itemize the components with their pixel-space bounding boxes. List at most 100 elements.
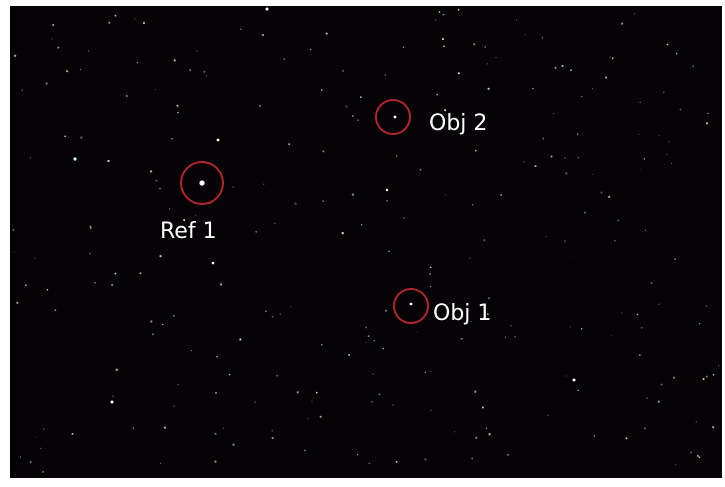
star [705,375,708,378]
star [692,65,695,68]
star [392,404,394,406]
star [365,326,368,329]
star [672,376,676,379]
star [80,68,82,70]
annotation-circle [375,99,411,135]
star [94,281,96,284]
star [142,21,146,25]
star [481,406,484,409]
star [255,231,257,233]
star [424,371,426,373]
star [473,43,476,46]
star [307,417,309,419]
star [258,104,262,108]
star [514,336,516,338]
star [385,309,388,312]
star [46,288,49,291]
star [195,214,197,216]
star [29,157,32,159]
star [183,219,186,222]
star [20,456,21,458]
star [570,257,572,259]
star [483,238,486,242]
star [485,427,487,429]
star [368,462,370,465]
star [657,400,660,403]
star [429,273,432,276]
star [57,46,60,49]
star [565,375,567,377]
star [620,22,624,25]
star [486,63,488,65]
star [196,50,198,52]
star [320,89,323,91]
star [45,82,48,85]
star [365,341,367,343]
annotation-circle [393,288,429,324]
star [460,337,463,340]
star [176,104,179,107]
star [429,266,432,269]
star [114,14,117,17]
star [395,460,398,463]
star [633,13,636,15]
star [581,328,583,330]
star [41,470,44,473]
star [89,227,92,230]
star [470,320,472,322]
star [162,323,164,326]
star [345,105,348,108]
star [136,61,139,64]
star [650,281,653,284]
star [321,344,323,346]
star [393,115,397,119]
star [159,462,161,464]
star [696,455,699,457]
star [505,336,507,338]
star [611,57,614,60]
star [12,229,15,231]
star [159,254,162,258]
star [695,421,697,423]
star [705,305,708,307]
star [205,75,208,77]
star [495,57,497,59]
annotation-label: Ref 1 [160,219,217,244]
star [419,169,422,171]
star [173,314,175,317]
star [325,32,328,35]
star [274,222,276,225]
star [13,54,17,57]
star [132,427,135,429]
star [523,161,525,163]
star [593,435,596,437]
star [341,231,344,235]
star [214,432,217,435]
star [388,250,390,253]
star [43,428,45,430]
star [712,426,715,429]
star [717,364,720,367]
star [534,165,537,168]
star [438,11,441,13]
annotation-circle [180,161,224,205]
star [309,48,312,51]
star [424,458,427,461]
star [112,395,114,397]
star [214,460,217,463]
star [638,133,640,135]
star [304,449,306,452]
star-field [12,7,720,473]
star [342,69,345,72]
star [29,460,32,463]
star [163,426,166,429]
star [640,326,643,329]
star [378,393,381,396]
star [294,202,297,205]
star [276,374,279,377]
star [134,18,136,20]
star [351,114,354,118]
star [564,157,566,159]
star [561,64,564,68]
